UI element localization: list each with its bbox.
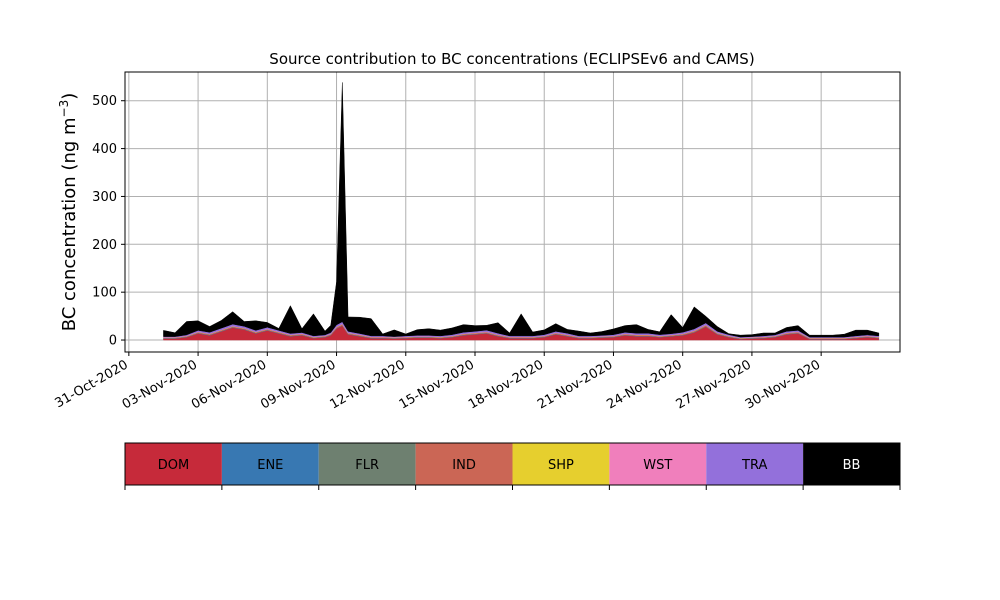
legend-swatch-bb	[803, 443, 900, 485]
y-tick-label: 400	[92, 142, 117, 157]
legend-swatch-dom	[125, 443, 222, 485]
area-series-bb	[163, 82, 880, 338]
legend-label-bb: BB	[843, 458, 861, 473]
x-tick-label: 30-Nov-2020	[743, 357, 823, 412]
x-tick-label: 03-Nov-2020	[120, 357, 200, 412]
y-axis: 0 100 200 300 400 500	[92, 94, 125, 349]
x-tick-label: 24-Nov-2020	[604, 357, 684, 412]
y-tick-label: 0	[109, 334, 117, 349]
x-tick-label: 31-Oct-2020	[52, 357, 130, 411]
legend-swatch-shp	[512, 443, 610, 485]
legend-label-ene: ENE	[257, 458, 283, 473]
y-axis-label-close: )	[59, 93, 80, 100]
chart-title: Source contribution to BC concentrations…	[269, 50, 754, 68]
legend-label-ind: IND	[452, 458, 476, 473]
legend-swatch-wst	[609, 443, 707, 485]
legend-label-flr: FLR	[355, 458, 379, 473]
y-axis-label-exponent: −3	[57, 100, 71, 118]
x-tick-label: 18-Nov-2020	[466, 357, 546, 412]
legend-swatch-ene	[221, 443, 319, 485]
y-axis-label: BC concentration (ng m−3)	[57, 93, 80, 332]
x-tick-label: 21-Nov-2020	[535, 357, 615, 412]
y-tick-label: 200	[92, 238, 117, 253]
x-tick-label: 09-Nov-2020	[258, 357, 338, 412]
legend-swatch-tra	[706, 443, 804, 485]
legend-label-shp: SHP	[548, 458, 574, 473]
grid-lines	[125, 72, 900, 352]
legend-label-dom: DOM	[158, 458, 189, 473]
x-tick-label: 27-Nov-2020	[674, 357, 754, 412]
x-tick-label: 12-Nov-2020	[327, 357, 407, 412]
y-tick-label: 300	[92, 190, 117, 205]
color-legend-bar: DOM ENE FLR IND SHP WST TRA BB	[124, 442, 901, 490]
y-tick-label: 500	[92, 94, 117, 109]
x-tick-label: 06-Nov-2020	[189, 357, 269, 412]
legend-swatch-ind	[415, 443, 513, 485]
legend-swatch-flr	[318, 443, 416, 485]
x-tick-label: 15-Nov-2020	[397, 357, 477, 412]
y-axis-label-main: BC concentration (ng m	[59, 117, 80, 331]
y-tick-label: 100	[92, 286, 117, 301]
legend-label-wst: WST	[643, 458, 672, 473]
area-series-layer	[163, 82, 880, 341]
legend-label-tra: TRA	[741, 458, 767, 473]
x-axis: 31-Oct-202003-Nov-202006-Nov-202009-Nov-…	[52, 352, 823, 412]
plot-frame	[124, 71, 901, 353]
